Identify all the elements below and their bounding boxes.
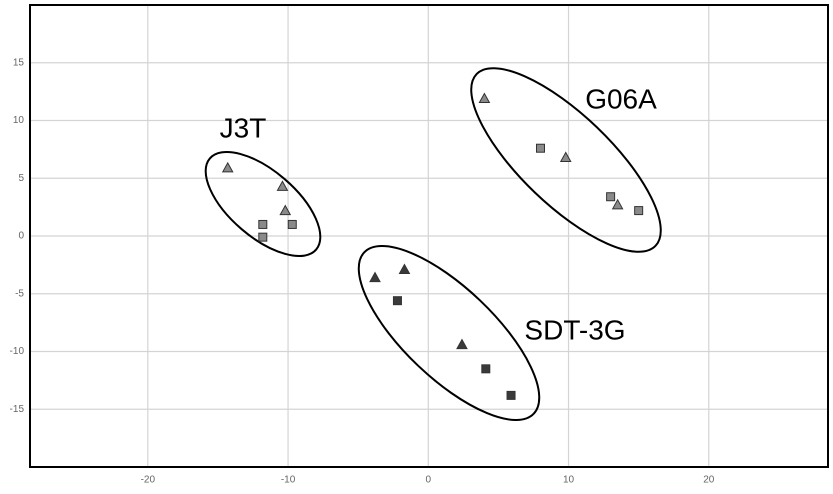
triangle-point <box>276 180 289 191</box>
y-tick-label: -15 <box>10 404 25 415</box>
x-tick-label: -20 <box>141 475 156 486</box>
y-tick-label: 0 <box>18 231 24 242</box>
group-label: G06A <box>585 83 657 114</box>
triangle-point <box>559 151 572 162</box>
square-point <box>481 364 491 374</box>
group-label: SDT-3G <box>524 314 625 345</box>
y-tick-label: 5 <box>18 173 24 184</box>
x-tick-label: 10 <box>563 475 575 486</box>
triangle-point <box>369 271 381 283</box>
triangle-point <box>478 92 491 104</box>
x-tick-label: 20 <box>703 475 715 486</box>
square-point <box>606 192 616 202</box>
group-ellipse <box>204 151 322 257</box>
grid-layer <box>30 5 828 467</box>
y-tick-label: 15 <box>13 57 25 68</box>
square-point <box>392 296 402 306</box>
triangle-point <box>611 198 624 210</box>
plot-layer: -20 -10 0 10 20 -15 -10 -5 0 5 10 15 J3T G06A SDT-3G <box>10 4 829 486</box>
square-point <box>287 219 297 229</box>
triangle-point <box>398 263 411 274</box>
square-point <box>634 206 644 216</box>
square-point <box>535 143 545 153</box>
square-point <box>506 390 516 400</box>
triangle-point <box>279 204 292 216</box>
triangle-point <box>221 161 234 173</box>
triangle-point <box>456 338 468 350</box>
x-tick-label: -10 <box>281 475 296 486</box>
square-point <box>258 232 268 242</box>
square-point <box>258 219 268 229</box>
y-tick-label: -10 <box>10 346 25 357</box>
x-tick-label: 0 <box>426 475 432 486</box>
group-ellipse <box>470 67 662 253</box>
plot-frame <box>29 4 829 468</box>
y-tick-label: 10 <box>13 115 25 126</box>
group-ellipse <box>357 244 541 422</box>
group-label: J3T <box>220 112 267 143</box>
y-tick-label: -5 <box>15 288 24 299</box>
